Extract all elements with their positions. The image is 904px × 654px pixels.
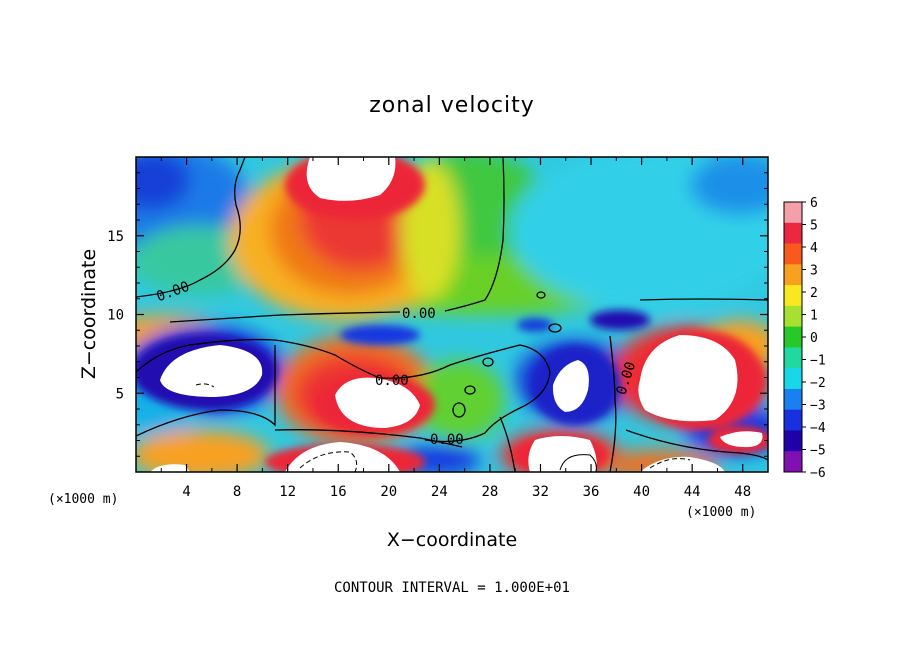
contour-loop <box>464 385 476 395</box>
colorbar-label: −6 <box>810 466 826 481</box>
contour-loop <box>536 291 546 299</box>
contour-line <box>499 416 516 472</box>
colorbar-swatch <box>784 326 802 348</box>
contour-loop <box>482 357 494 367</box>
colorbar-label: 6 <box>810 196 818 211</box>
contour-label-4: 0.00 <box>430 432 464 448</box>
contour-dashed <box>649 458 691 469</box>
contour-label-3: 0.00 <box>375 373 409 389</box>
zero-contours <box>136 157 768 472</box>
contour-line <box>136 345 276 437</box>
colorbar-swatch <box>784 451 802 473</box>
colorbar: 6 5 4 3 2 1 0 −1 −2 −3 −4 −5 −6 <box>783 196 826 481</box>
saturated-bottom-corner <box>150 464 190 472</box>
x-tick-label: 20 <box>380 484 397 500</box>
colorbar-label: −5 <box>810 444 826 459</box>
colorbar-swatch <box>784 347 802 369</box>
colorbar-swatch <box>784 264 802 286</box>
colorbar-swatch <box>784 388 802 411</box>
colorbar-label: −3 <box>810 399 826 414</box>
y-tick-label: 15 <box>107 229 124 245</box>
x-tick-label: 44 <box>684 484 701 500</box>
field-blob <box>590 310 650 330</box>
contour-loop <box>452 402 466 418</box>
colorbar-label: 4 <box>810 241 818 256</box>
x-tick-label: 8 <box>233 484 241 500</box>
x-unit-left: (×1000 m) <box>48 492 118 507</box>
colorbar-swatch <box>784 285 802 307</box>
colorbar-label: 1 <box>810 309 818 324</box>
x-tick-label: 24 <box>431 484 448 500</box>
colorbar-swatch <box>784 202 802 224</box>
y-tick-label: 10 <box>107 308 124 324</box>
x-tick-label: 32 <box>532 484 549 500</box>
saturated-bottom-right <box>720 431 763 448</box>
x-tick-label: 16 <box>330 484 347 500</box>
x-tick-label: 48 <box>734 484 751 500</box>
field-blob <box>340 325 420 345</box>
contour-line <box>639 298 768 301</box>
negative-contours <box>195 383 691 472</box>
colorbar-swatch <box>784 305 802 328</box>
field-blob <box>690 157 768 215</box>
colorbar-label: −4 <box>810 421 826 436</box>
saturated-top <box>306 157 396 201</box>
colorbar-swatch <box>784 430 802 452</box>
colorbar-swatch <box>784 243 802 265</box>
field-blob <box>136 157 190 210</box>
x-tick-label: 36 <box>583 484 600 500</box>
field-blob <box>136 430 270 472</box>
saturated-left <box>160 345 263 397</box>
contour-interval-note: CONTOUR INTERVAL = 1.000E+01 <box>334 580 570 596</box>
contour-line <box>136 338 551 443</box>
x-tick-label: 28 <box>481 484 498 500</box>
saturated-right <box>638 335 738 422</box>
field-blob <box>415 360 505 440</box>
contour-dashed <box>195 383 215 388</box>
saturated-bottom-mid <box>528 436 597 472</box>
colorbar-swatch <box>784 368 802 390</box>
x-tick-label: 4 <box>182 484 190 500</box>
saturated-bottom-far <box>640 456 725 472</box>
colorbar-label: 3 <box>810 264 818 279</box>
contour-line <box>274 429 463 448</box>
x-axis: 4 8 12 16 20 24 28 32 36 40 44 48 <box>160 157 751 500</box>
heatmap-field: 0.00 0.00 0.00 0.00 0.00 <box>136 157 768 472</box>
contour-line <box>559 454 597 472</box>
saturated-center <box>335 377 420 428</box>
colorbar-swatch <box>784 409 802 431</box>
saturated-bottom-left <box>285 442 400 472</box>
colorbar-label: 5 <box>810 219 818 234</box>
x-axis-label: X−coordinate <box>387 529 517 551</box>
chart-title: zonal velocity <box>369 93 535 118</box>
colorbar-label: 0 <box>810 331 818 346</box>
y-tick-label: 5 <box>116 386 124 402</box>
y-axis-label: Z−coordinate <box>78 249 100 379</box>
contour-label-2: 0.00 <box>402 306 436 322</box>
x-unit-right: (×1000 m) <box>686 505 756 520</box>
field-blob <box>517 318 553 332</box>
contour-loop <box>548 323 562 333</box>
x-tick-label: 12 <box>279 484 296 500</box>
contour-line <box>136 157 246 298</box>
x-tick-label: 40 <box>633 484 650 500</box>
saturated-regions <box>150 157 763 472</box>
contour-line <box>609 335 617 472</box>
solid-small-contours <box>559 454 597 472</box>
contour-line <box>444 157 505 312</box>
contour-line <box>169 311 401 323</box>
colorbar-label: −2 <box>810 376 826 391</box>
colorbar-label: 2 <box>810 286 818 301</box>
saturated-right-mid <box>552 360 589 412</box>
contour-line <box>625 429 768 461</box>
y-axis: 5 10 15 <box>107 172 768 457</box>
colorbar-label: −1 <box>810 354 826 369</box>
colorbar-swatch <box>784 222 802 245</box>
